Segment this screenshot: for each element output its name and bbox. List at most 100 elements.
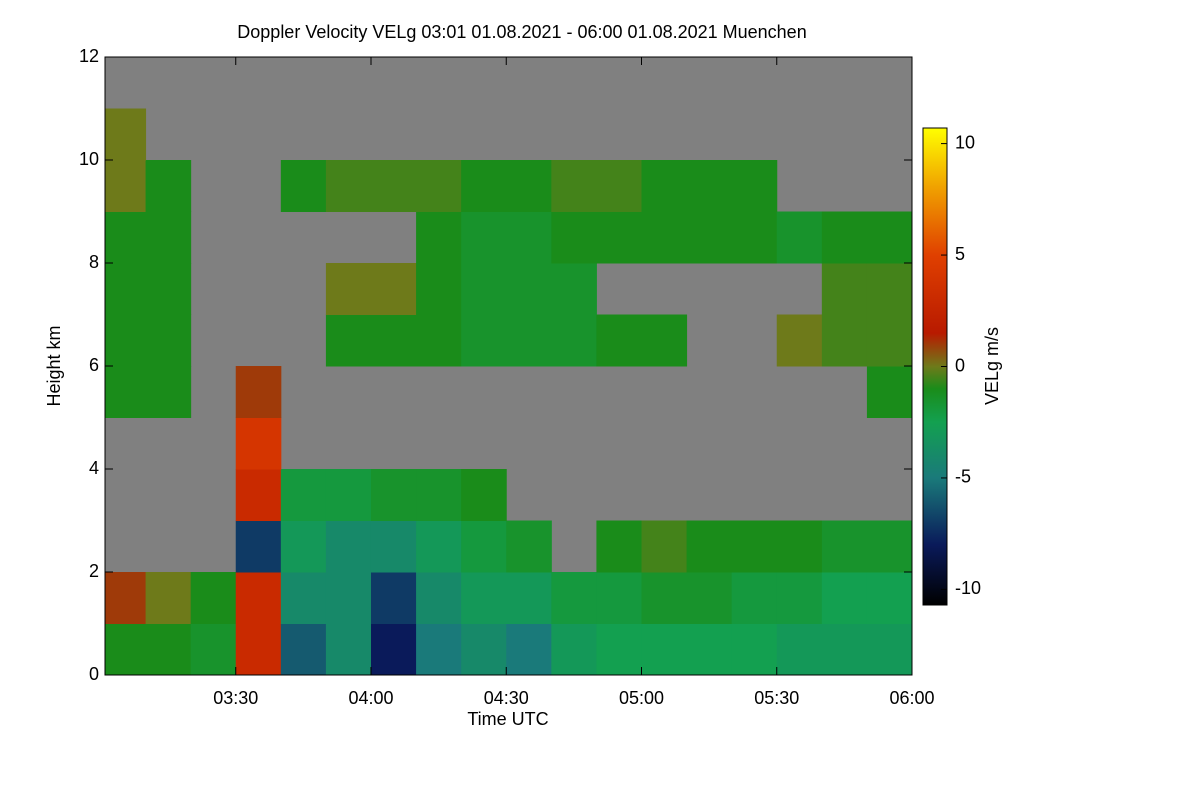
heatmap-cell [731, 211, 778, 264]
heatmap-cell [776, 211, 823, 264]
heatmap-cell [461, 211, 507, 264]
heatmap-cell [731, 160, 778, 212]
heatmap-cell [235, 417, 282, 470]
y-tick-label: 10 [79, 149, 99, 169]
heatmap-cell [866, 623, 912, 675]
heatmap-cell [105, 623, 147, 675]
heatmap-cell [866, 520, 912, 573]
heatmap-cell [461, 263, 507, 315]
y-tick-label: 8 [89, 252, 99, 272]
heatmap-cell [551, 263, 597, 315]
heatmap-cell [145, 366, 192, 418]
y-tick-label: 12 [79, 46, 99, 66]
heatmap-cell [325, 623, 372, 675]
heatmap-cell [325, 314, 372, 367]
x-tick-label: 04:30 [484, 688, 529, 708]
heatmap-cell [866, 263, 912, 315]
heatmap-cell [686, 572, 733, 624]
heatmap-cell [235, 469, 282, 521]
heatmap-cell [821, 263, 868, 315]
colorbar-tick-label: -5 [955, 467, 971, 487]
heatmap-cell [325, 160, 372, 212]
colorbar-tick-label: 10 [955, 132, 975, 152]
heatmap-cell [145, 314, 192, 367]
x-tick-label: 05:30 [754, 688, 799, 708]
heatmap-cell [190, 623, 237, 675]
heatmap-cell [596, 520, 642, 573]
heatmap-cell [641, 572, 688, 624]
heatmap-cell [506, 314, 552, 367]
heatmap-cell [370, 314, 417, 367]
heatmap-cell [370, 469, 417, 521]
heatmap-cell [776, 314, 823, 367]
heatmap-cell [190, 572, 237, 624]
heatmap-cell [235, 623, 282, 675]
heatmap-cell [145, 263, 192, 315]
heatmap-cell [416, 572, 462, 624]
colorbar-tick-label: 5 [955, 244, 965, 264]
heatmap-cell [105, 572, 147, 624]
heatmap-cell [145, 623, 192, 675]
heatmap-cell [821, 623, 868, 675]
heatmap-cell [325, 469, 372, 521]
heatmap-cell [506, 211, 552, 264]
heatmap-cell [866, 572, 912, 624]
heatmap-cell [866, 314, 912, 367]
heatmap-cell [461, 572, 507, 624]
heatmap-cell [105, 160, 147, 212]
heatmap-cell [551, 211, 597, 264]
heatmap-cell [280, 469, 327, 521]
heatmap-cell [641, 520, 688, 573]
heatmap-cell [506, 263, 552, 315]
y-tick-label: 2 [89, 561, 99, 581]
heatmap-cell [686, 623, 733, 675]
heatmap-cell [416, 263, 462, 315]
colorbar-tick-label: -10 [955, 578, 981, 598]
heatmap-cell [821, 314, 868, 367]
heatmap-cell [866, 366, 912, 418]
heatmap-cell [370, 572, 417, 624]
heatmap-cell [235, 572, 282, 624]
heatmap [105, 57, 912, 675]
heatmap-cell [235, 366, 282, 418]
heatmap-cell [596, 623, 642, 675]
heatmap-cell [280, 572, 327, 624]
heatmap-cell [686, 160, 733, 212]
y-tick-label: 0 [89, 664, 99, 684]
heatmap-cell [416, 211, 462, 264]
heatmap-cell [866, 211, 912, 264]
heatmap-cell [506, 520, 552, 573]
heatmap-cell [641, 623, 688, 675]
heatmap-cell [551, 160, 597, 212]
heatmap-cell [416, 520, 462, 573]
heatmap-cell [506, 160, 552, 212]
heatmap-cell [105, 108, 147, 161]
y-tick-label: 4 [89, 458, 99, 478]
heatmap-cell [145, 211, 192, 264]
heatmap-cell [280, 160, 327, 212]
heatmap-cell [596, 211, 642, 264]
heatmap-cell [235, 520, 282, 573]
y-axis-label: Height km [44, 325, 64, 406]
heatmap-cell [325, 263, 372, 315]
heatmap-cell [731, 572, 778, 624]
heatmap-cell [325, 572, 372, 624]
heatmap-cell [686, 520, 733, 573]
colorbar-label: VELg m/s [982, 327, 1002, 405]
heatmap-cell [280, 520, 327, 573]
heatmap-cell [416, 160, 462, 212]
x-tick-label: 04:00 [348, 688, 393, 708]
heatmap-cell [551, 572, 597, 624]
heatmap-cell [776, 623, 823, 675]
heatmap-cell [776, 572, 823, 624]
heatmap-cell [821, 520, 868, 573]
x-tick-label: 05:00 [619, 688, 664, 708]
chart-title: Doppler Velocity VELg 03:01 01.08.2021 -… [237, 22, 806, 42]
heatmap-cell [776, 520, 823, 573]
heatmap-cell [506, 572, 552, 624]
heatmap-cell [145, 160, 192, 212]
heatmap-cell [596, 160, 642, 212]
heatmap-cell [280, 623, 327, 675]
heatmap-cell [105, 263, 147, 315]
